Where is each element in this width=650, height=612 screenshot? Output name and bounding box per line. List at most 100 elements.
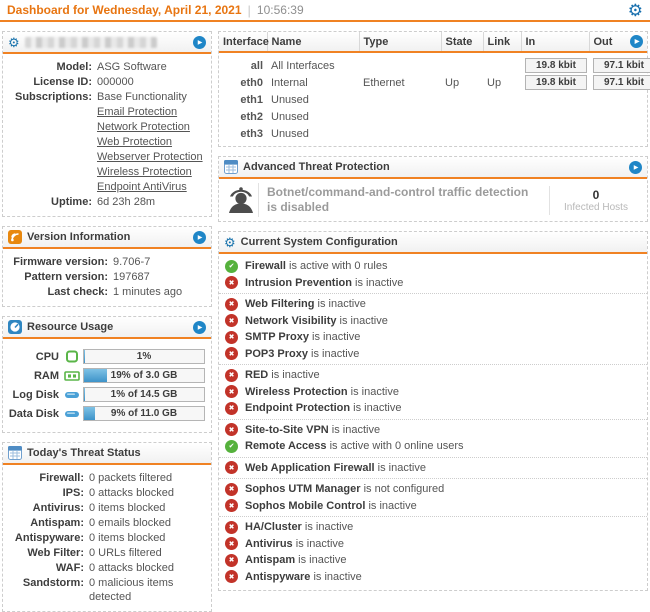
system-info-detail-button[interactable]: ▶ [193,35,206,49]
field-value: 0 attacks blocked [89,487,174,499]
config-item-status: is inactive [310,570,362,583]
interface-row: eth2 Unused [219,108,647,125]
subscription-link[interactable]: Network Protection [97,121,190,133]
version-info-detail-button[interactable]: ▶ [193,230,206,244]
config-item-text: Firewall is active with 0 rules [245,260,387,272]
usage-bar: 19% of 3.0 GB [83,368,205,383]
config-item-text: Site-to-Site VPN is inactive [245,424,380,436]
interface-in [521,108,589,125]
version-info-box: Version Information ▶ Firmware version: 9… [2,226,212,307]
config-item-status: is inactive [268,369,320,382]
settings-gear-icon[interactable]: ⚙ [627,0,643,20]
atp-detail-button[interactable]: ▶ [629,160,642,174]
status-inactive-icon: ✖ [225,368,238,382]
config-item-text: Antivirus is inactive [245,538,344,550]
config-item: ✖ Web Filtering is inactive [225,296,641,313]
resource-usage-detail-button[interactable]: ▶ [193,320,206,334]
gears-icon: ⚙ [224,234,236,250]
system-info-box: ⚙ ▶ Model: ASG Software License ID: 000000 S… [2,31,212,217]
config-group: ✖ Site-to-Site VPN is inactive ✔ Remote Acc… [219,420,647,458]
interface-name: Unused [271,93,309,106]
config-item-name: RED [245,369,269,382]
field-label: Last check: [47,286,108,298]
status-inactive-icon: ✖ [225,482,238,496]
subscription-link[interactable]: Email Protection [97,106,178,118]
config-item: ✖ SMTP Proxy is inactive [225,329,641,346]
interface-id: all [250,59,263,72]
infected-hosts-label: Infected Hosts [564,201,628,213]
status-inactive-icon: ✖ [225,276,238,290]
config-item-name: Intrusion Prevention [245,276,352,289]
threat-status-row: WAF: 0 attacks blocked [8,561,206,575]
config-group: ✖ RED is inactive ✖ Wireless Protection is … [219,365,647,420]
field-value: 0 attacks blocked [89,562,174,574]
field-label: Pattern version: [24,271,108,283]
field-label: IPS: [62,487,84,499]
subscription-link[interactable]: Endpoint AntiVirus [97,181,187,193]
system-info-row: Subscriptions: Base Functionality [8,90,206,104]
system-info-rows: Model: ASG Software License ID: 000000 Subsc… [3,54,211,216]
config-item-name: Network Visibility [245,314,337,327]
interface-out: 97.1 kbit [589,52,650,74]
config-item-name: POP3 Proxy [245,347,308,360]
system-config-box: ⚙ Current System Configuration ✔ Firewall… [218,231,648,591]
interface-in: 19.8 kbit [521,52,589,74]
config-item-name: Wireless Protection [245,385,348,398]
subscription-link[interactable]: Webserver Protection [97,151,203,163]
field-label [8,135,97,149]
atp-header: Advanced Threat Protection ▶ [219,157,647,179]
ram-icon [63,370,81,382]
interface-type [359,91,441,108]
config-item: ✔ Remote Access is active with 0 online u… [225,438,641,455]
box-title: Current System Configuration [240,236,398,248]
system-info-row: Network Protection [8,120,206,134]
config-item-status: is inactive [365,499,417,512]
config-item-status: is inactive [328,423,381,436]
threat-status-rows: Firewall: 0 packets filtered IPS: 0 attacks… [3,465,211,611]
interface-in [521,125,589,146]
config-item-name: Remote Access [245,440,327,453]
config-item: ✖ Antispam is inactive [225,552,641,569]
config-item: ✖ Sophos Mobile Control is inactive [225,498,641,515]
resource-row: RAM 19% of 3.0 GB [7,368,205,383]
config-item-status: is active with 0 rules [285,260,388,273]
config-item-name: Antispam [245,554,296,567]
subscription-link[interactable]: Wireless Protection [97,166,192,178]
config-item: ✖ Web Application Firewall is inactive [225,460,641,477]
interface-name: Unused [271,127,309,140]
column-header-interface: Interface [219,32,269,53]
config-item-text: Network Visibility is inactive [245,315,388,327]
field-value: 1 minutes ago [113,286,183,298]
field-label [8,120,97,134]
throughput-badge: 97.1 kbit [593,58,650,73]
status-active-icon: ✔ [225,439,238,453]
resource-usage-rows: CPU 1% RAM 19% of 3.0 GB Log Disk 1% of 14.5 … [3,339,211,432]
interfaces-table: Interface Name Type State Link In Out ▶ all All … [219,32,650,146]
system-info-row: Endpoint AntiVirus [8,180,206,194]
clock: 10:56:39 [256,3,304,17]
field-label [8,150,97,164]
throughput-badge: 97.1 kbit [593,75,650,90]
subscription-link[interactable]: Web Protection [97,136,173,148]
redacted-hostname [24,36,157,48]
field-label: Firmware version: [13,256,108,268]
config-item: ✔ Firewall is active with 0 rules [225,258,641,275]
usage-bar-fill [84,407,95,420]
status-inactive-icon: ✖ [225,314,238,328]
config-item-text: Antispam is inactive [245,554,346,566]
column-header-in: In [521,32,590,53]
page-title: Dashboard for Wednesday, April 21, 2021 [7,3,242,17]
system-config-header: ⚙ Current System Configuration [219,232,647,254]
interfaces-detail-button[interactable]: ▶ [630,35,643,48]
gears-icon: ⚙ [8,34,20,50]
interface-state: Up [445,76,460,89]
field-value: 0 emails blocked [89,517,171,529]
config-group: ✖ Web Application Firewall is inactive [219,458,647,479]
field-value: 0 URLs filtered [89,547,162,559]
disk-icon [63,409,81,419]
config-item: ✖ Antispyware is inactive [225,569,641,586]
threat-status-row: IPS: 0 attacks blocked [8,486,206,500]
config-item: ✖ RED is inactive [225,367,641,384]
interface-out [589,125,647,146]
system-info-row: Email Protection [8,105,206,119]
